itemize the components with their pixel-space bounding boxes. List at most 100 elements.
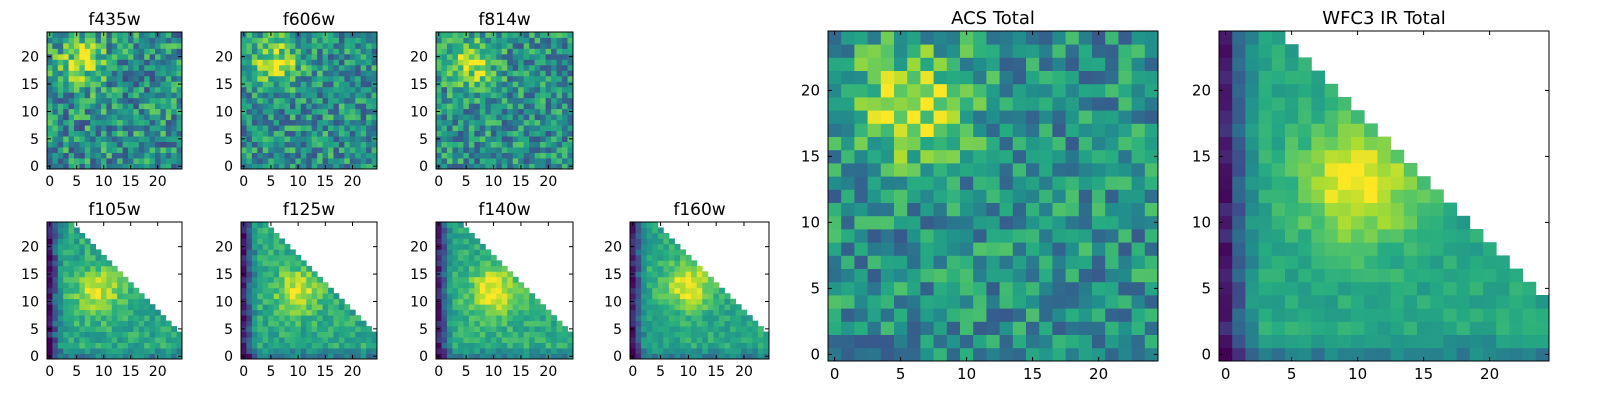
heatmap-cell xyxy=(485,304,492,311)
heatmap-cell xyxy=(446,337,453,343)
heatmap-cell xyxy=(111,276,118,283)
heatmap-cell xyxy=(436,42,442,49)
heatmap-cell xyxy=(371,342,378,349)
heatmap-cell xyxy=(111,42,118,49)
heatmap-cell xyxy=(117,48,123,55)
heatmap-cell xyxy=(241,227,247,234)
heatmap-cell xyxy=(1144,321,1159,335)
heatmap-cell xyxy=(551,64,557,71)
heatmap-cell xyxy=(540,59,546,66)
heatmap-cell xyxy=(496,114,503,121)
heatmap-cell xyxy=(523,298,530,305)
heatmap-cell xyxy=(295,315,302,322)
heatmap-cell xyxy=(441,108,448,115)
heatmap-cell xyxy=(171,342,177,349)
heatmap-cell xyxy=(567,42,574,49)
heatmap-cell xyxy=(1245,123,1259,137)
heatmap-cell xyxy=(176,119,183,126)
heatmap-cell xyxy=(344,114,351,121)
heatmap-cell xyxy=(289,59,296,66)
heatmap-cell xyxy=(251,152,258,159)
heatmap-cell xyxy=(490,136,497,142)
heatmap-cell xyxy=(57,86,64,93)
heatmap-cell xyxy=(1052,281,1066,296)
heatmap-cell xyxy=(165,353,172,360)
heatmap-cell xyxy=(257,163,264,170)
heatmap-cell xyxy=(57,222,64,228)
heatmap-cell xyxy=(556,48,563,55)
heatmap-cell xyxy=(241,238,247,245)
heatmap-cell xyxy=(63,48,69,55)
heatmap-cell xyxy=(128,309,134,316)
heatmap-cell xyxy=(960,334,974,349)
heatmap-cell xyxy=(52,119,59,126)
heatmap-cell xyxy=(338,32,345,38)
heatmap-cell xyxy=(1443,202,1457,217)
heatmap-cell xyxy=(680,326,686,332)
heatmap-cell xyxy=(106,320,113,327)
heatmap-cell xyxy=(311,293,318,300)
heatmap-cell xyxy=(84,243,91,250)
heatmap-cell xyxy=(702,293,709,300)
heatmap-cell xyxy=(999,176,1014,190)
heatmap-cell xyxy=(1078,334,1093,349)
heatmap-cell xyxy=(441,130,448,137)
heatmap-cell xyxy=(446,287,453,294)
heatmap-cell xyxy=(63,320,69,327)
heatmap-cell xyxy=(652,304,659,311)
heatmap-cell xyxy=(529,114,536,121)
heatmap-cell xyxy=(512,130,519,137)
heatmap-cell xyxy=(333,147,340,153)
heatmap-cell xyxy=(349,331,356,338)
heatmap-cell xyxy=(311,141,318,148)
heatmap-cell xyxy=(534,70,541,77)
heatmap-cell xyxy=(735,331,742,338)
heatmap-cell xyxy=(746,353,753,360)
heatmap-cell xyxy=(1026,31,1040,45)
heatmap-cell xyxy=(1026,176,1040,190)
heatmap-cell xyxy=(452,222,459,228)
heatmap-cell xyxy=(57,304,64,311)
heatmap-cell xyxy=(479,48,486,55)
heatmap-cell xyxy=(306,348,313,354)
heatmap-cell xyxy=(518,81,525,88)
heatmap-cell xyxy=(436,309,442,316)
heatmap-cell xyxy=(311,342,318,349)
heatmap-cell xyxy=(149,320,156,327)
heatmap-cell xyxy=(128,119,134,126)
heatmap-cell xyxy=(485,92,492,99)
heatmap-cell xyxy=(523,337,530,343)
heatmap-cell xyxy=(138,320,145,327)
heatmap-cell xyxy=(452,136,459,142)
heatmap-cell xyxy=(273,353,280,360)
heatmap-cell xyxy=(106,331,113,338)
heatmap-cell xyxy=(106,92,113,99)
heatmap-cell xyxy=(101,141,107,148)
heatmap-cell xyxy=(452,304,459,311)
heatmap-cell xyxy=(907,242,921,256)
heatmap-cell xyxy=(641,342,648,349)
heatmap-cell xyxy=(333,86,340,93)
heatmap-cell xyxy=(1065,123,1080,137)
heatmap-cell xyxy=(117,86,123,93)
heatmap-cell xyxy=(284,276,291,283)
heatmap-cell xyxy=(328,141,334,148)
heatmap-cell xyxy=(841,57,855,71)
heatmap-cell xyxy=(1324,281,1339,296)
heatmap-cell xyxy=(507,86,514,93)
heatmap-cell xyxy=(117,130,123,137)
heatmap-cell xyxy=(630,227,636,234)
heatmap-cell xyxy=(349,136,356,142)
heatmap-cell xyxy=(241,103,247,110)
heatmap-cell xyxy=(1430,321,1444,335)
axes-frame xyxy=(629,221,770,360)
heatmap-cell xyxy=(436,141,442,148)
heatmap-cell xyxy=(920,110,934,124)
heatmap-cell xyxy=(344,59,351,66)
heatmap-cell xyxy=(567,141,574,148)
heatmap-cell xyxy=(441,271,448,278)
heatmap-cell xyxy=(328,32,334,38)
heatmap-cell xyxy=(523,287,530,294)
heatmap-cell xyxy=(366,163,372,170)
heatmap-cell xyxy=(854,176,868,190)
